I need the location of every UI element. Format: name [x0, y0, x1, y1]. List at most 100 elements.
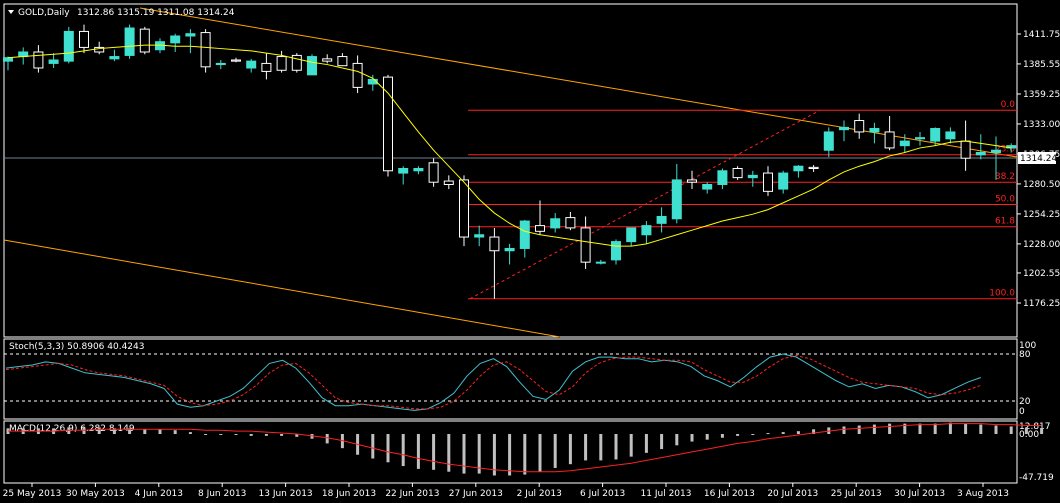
- price-tick-label: 1254.25: [1023, 210, 1060, 220]
- candle-body: [930, 128, 941, 142]
- macd-bar: [553, 434, 557, 468]
- price-tick-label: 1176.25: [1023, 299, 1060, 309]
- candle-body: [626, 227, 637, 243]
- candle-body: [884, 131, 895, 149]
- candle-body: [443, 180, 454, 185]
- macd-bar: [1024, 427, 1028, 434]
- candle-body: [109, 56, 120, 60]
- time-tick-label: 11 Jul 2013: [641, 489, 692, 499]
- candle-body: [823, 131, 834, 151]
- candle-body: [413, 168, 424, 172]
- stoch-tick-0: 0: [1019, 407, 1025, 417]
- price-tick-label: 1202.55: [1023, 269, 1060, 279]
- candle-body: [291, 54, 302, 71]
- stoch-tick-80: 80: [1019, 350, 1031, 360]
- fib-level-label: 38.2: [995, 172, 1015, 182]
- macd-bar: [933, 423, 937, 434]
- current-price-tag: [1018, 152, 1056, 164]
- time-tick-label: 8 Jun 2013: [198, 489, 246, 499]
- candle-body: [899, 140, 910, 147]
- macd-bar: [964, 423, 968, 434]
- macd-bar: [872, 424, 876, 434]
- candle-body: [687, 179, 697, 183]
- macd-bar: [979, 424, 983, 434]
- macd-bar: [644, 434, 648, 453]
- candle-body: [869, 128, 880, 133]
- fib-level-label: 50.0: [995, 194, 1015, 204]
- macd-bar: [264, 434, 268, 436]
- candle-body: [352, 62, 363, 88]
- candle-body: [139, 28, 150, 53]
- stoch-title: Stoch(5,3,3) 50.8906 40.4243: [9, 342, 144, 352]
- macd-bar: [599, 434, 603, 461]
- time-axis: 25 May 2013 30 May 2013 4 Jun 2013 8 Jun 20…: [3, 483, 1009, 499]
- time-tick-label: 27 Jun 2013: [449, 489, 503, 499]
- candle-body: [778, 172, 789, 190]
- lower-trendline: [3, 239, 561, 338]
- chart-ohlc: 1312.86 1315.19 1311.08 1314.24: [77, 8, 235, 18]
- price-tick-label: 1228.00: [1023, 240, 1060, 250]
- price-tick-label: 1411.75: [1023, 30, 1060, 40]
- macd-bar: [796, 431, 800, 434]
- candle-body: [79, 30, 89, 48]
- macd-bar: [660, 434, 664, 450]
- macd-bar: [508, 434, 512, 476]
- macd-bar: [386, 434, 390, 463]
- candle-body: [550, 218, 561, 229]
- macd-bar: [1040, 428, 1044, 434]
- macd-bar: [736, 434, 740, 436]
- macd-bar: [371, 434, 375, 459]
- macd-bar: [690, 434, 694, 442]
- candle-body: [428, 162, 439, 183]
- macd-bar: [948, 422, 952, 434]
- time-tick-label: 30 May 2013: [66, 489, 125, 499]
- candle-body: [48, 59, 59, 64]
- macd-bar: [401, 434, 405, 467]
- candle-body: [337, 56, 348, 67]
- price-axis: 1411.751385.551359.251333.001306.751280.…: [1017, 30, 1060, 309]
- candle-body: [641, 225, 652, 236]
- candle-body: [474, 234, 485, 238]
- candle-body: [763, 172, 773, 192]
- current-price-label: 1314.24: [1020, 154, 1057, 164]
- candle-body: [504, 247, 515, 252]
- candle-body: [808, 166, 819, 169]
- macd-bar: [568, 434, 572, 465]
- candle-body: [656, 215, 667, 224]
- candle-body: [717, 170, 728, 185]
- candle-body: [519, 220, 530, 249]
- time-tick-label: 4 Jun 2013: [135, 489, 183, 499]
- time-tick-label: 6 Jul 2013: [580, 489, 625, 499]
- candle-body: [565, 217, 576, 229]
- macd-bar: [903, 423, 907, 434]
- macd-bar: [888, 423, 892, 434]
- macd-bar: [280, 434, 284, 436]
- macd-bar: [766, 433, 770, 435]
- stoch-main-line: [5, 353, 982, 411]
- candle-body: [200, 32, 211, 68]
- macd-bar: [629, 434, 633, 457]
- dropdown-triangle-icon[interactable]: [8, 10, 14, 14]
- candle-body: [398, 168, 409, 174]
- macd-bar: [492, 434, 496, 476]
- macd-signal-line: [8, 423, 1042, 473]
- price-tick-label: 1359.25: [1023, 90, 1060, 100]
- moving-average-line: [7, 44, 1012, 247]
- chart-symbol: GOLD,Daily: [18, 8, 70, 18]
- candle-body: [489, 236, 500, 252]
- price-tick-label: 1280.50: [1023, 180, 1060, 190]
- time-tick-label: 13 Jun 2013: [259, 489, 313, 499]
- macd-bar: [416, 434, 420, 469]
- macd-bar: [295, 434, 299, 437]
- macd-bar: [234, 434, 238, 435]
- time-tick-label: 2 Jul 2013: [517, 489, 562, 499]
- candle-body: [33, 51, 44, 69]
- candle-body: [854, 120, 865, 133]
- macd-tick-zero: 0.00: [1019, 430, 1039, 440]
- macd-bar: [204, 434, 208, 435]
- candle-body: [322, 58, 333, 62]
- macd-bar: [857, 425, 861, 434]
- candle-body: [3, 57, 13, 62]
- time-tick-label: 18 Jun 2013: [322, 489, 376, 499]
- candle-body: [960, 140, 971, 159]
